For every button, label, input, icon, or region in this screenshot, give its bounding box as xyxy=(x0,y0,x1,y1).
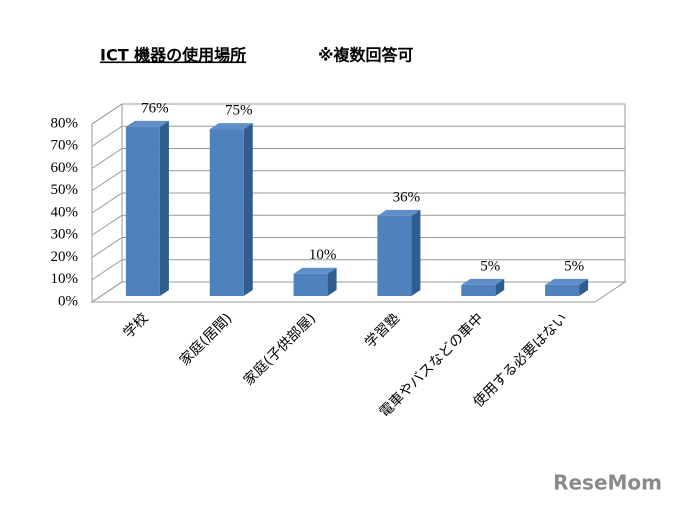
grid-line xyxy=(91,192,625,214)
bar-side xyxy=(159,120,169,297)
bar-side xyxy=(327,267,337,296)
bar-top xyxy=(461,278,505,285)
bar-top xyxy=(209,123,253,130)
y-tick-label: 70% xyxy=(51,138,79,154)
bar-top xyxy=(377,209,421,216)
bar xyxy=(293,273,328,296)
value-label: 36% xyxy=(393,189,421,205)
bar xyxy=(209,129,244,296)
value-label: 76% xyxy=(141,100,169,116)
value-label: 10% xyxy=(309,247,337,263)
bar-side xyxy=(495,278,505,296)
bar-top xyxy=(125,120,169,127)
y-tick-label: 80% xyxy=(51,115,79,131)
bar xyxy=(377,215,412,296)
bar xyxy=(125,126,160,297)
chart-title: ICT 機器の使用場所 xyxy=(100,46,246,65)
grid-line xyxy=(91,103,625,125)
grid-line xyxy=(91,125,625,147)
grid-line xyxy=(91,259,625,281)
y-tick-label: 10% xyxy=(51,271,79,287)
bar-side xyxy=(411,209,421,296)
y-tick-label: 20% xyxy=(51,249,79,265)
floor xyxy=(90,281,627,303)
watermark: ReseMom xyxy=(553,471,662,495)
value-label: 5% xyxy=(480,258,500,274)
grid-line xyxy=(91,148,625,169)
grid-line xyxy=(91,237,625,258)
value-label: 75% xyxy=(225,103,253,119)
grid-line xyxy=(91,170,625,192)
y-tick-label: 30% xyxy=(51,227,79,243)
y-tick-label: 50% xyxy=(51,182,79,198)
y-tick-label: 0% xyxy=(58,293,78,309)
grid-line xyxy=(91,214,625,236)
value-label: 5% xyxy=(564,258,584,274)
bar xyxy=(545,284,580,296)
bar xyxy=(461,284,496,296)
y-tick-label: 60% xyxy=(51,160,79,176)
grid-line xyxy=(91,281,625,303)
bar-top xyxy=(545,278,589,285)
bar-top xyxy=(293,267,337,274)
bar-side xyxy=(579,278,589,296)
chart-subtitle: ※複数回答可 xyxy=(318,46,414,65)
y-tick-label: 40% xyxy=(51,204,79,220)
bar-side xyxy=(243,123,253,296)
